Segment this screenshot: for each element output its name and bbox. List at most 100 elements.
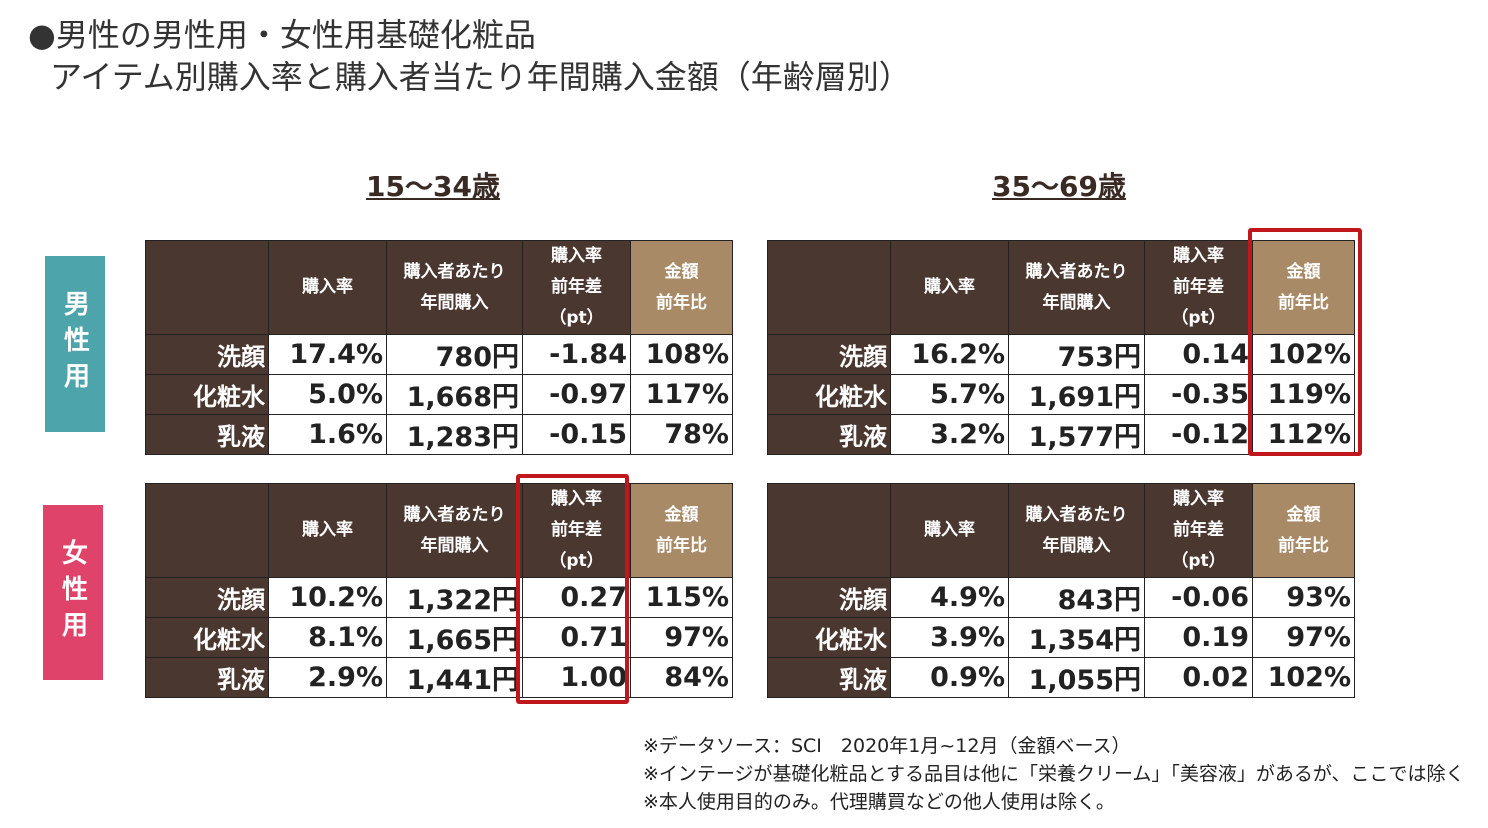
cell: 8.1%: [268, 617, 387, 658]
row-header: 化粧水: [767, 374, 891, 415]
header-row: 購入率 購入者あたり 年間購入 購入率 前年差 （pt） 金額 前年比: [767, 240, 1355, 335]
header-text: 購入者あたり: [403, 504, 506, 525]
data-row: 化粧水 3.9% 1,354円 0.19 97%: [767, 617, 1355, 658]
highlight-box: [516, 474, 629, 704]
header-text: 前年比: [656, 292, 707, 313]
header-text: （pt）: [549, 308, 604, 328]
header-row: 購入率 購入者あたり 年間購入 購入率 前年差 （pt） 金額 前年比: [145, 483, 733, 578]
header-cell: 購入率: [268, 240, 387, 335]
row-header: 乳液: [145, 414, 269, 455]
cell: 97%: [1252, 617, 1355, 658]
header-cell: 金額 前年比: [1252, 483, 1355, 578]
cell: 112%: [1252, 414, 1355, 455]
header-row: 購入率 購入者あたり 年間購入 購入率 前年差 （pt） 金額 前年比: [767, 483, 1355, 578]
side-label: 男性用: [45, 256, 105, 432]
header-cell: 購入率 前年差 （pt）: [522, 240, 631, 335]
cell: -1.84: [522, 334, 631, 375]
header-cell: 購入率: [890, 240, 1009, 335]
data-table: 購入率 購入者あたり 年間購入 購入率 前年差 （pt） 金額 前年比 洗顔 10.2% 1,322…: [145, 483, 733, 698]
header-text: 購入率: [1173, 246, 1224, 266]
row-header: 乳液: [767, 657, 891, 698]
data-row: 洗顔 17.4% 780円 -1.84 108%: [145, 334, 733, 375]
cell: -0.35: [1144, 374, 1253, 415]
header-text: 年間購入: [1042, 292, 1111, 313]
header-row: 購入率 購入者あたり 年間購入 購入率 前年差 （pt） 金額 前年比: [145, 240, 733, 335]
row-header: 化粧水: [145, 374, 269, 415]
header-text: 購入率: [924, 520, 975, 540]
cell: 1,322円: [386, 577, 523, 618]
header-text: 購入率: [551, 489, 602, 509]
header-cell: 金額 前年比: [630, 240, 733, 335]
row-header: 洗顔: [767, 334, 891, 375]
cell: 1,055円: [1008, 657, 1145, 698]
note: ※インテージが基礎化粧品とする品目は他に「栄養クリーム」「美容液」があるが、ここ…: [643, 763, 1465, 785]
header-cell: [767, 240, 891, 335]
cell: 1,283円: [386, 414, 523, 455]
cell: 4.9%: [890, 577, 1009, 618]
cell: 0.71: [522, 617, 631, 658]
cell: 3.2%: [890, 414, 1009, 455]
cell: 84%: [630, 657, 733, 698]
header-text: 購入率: [1173, 489, 1224, 509]
data-row: 洗顔 10.2% 1,322円 0.27 115%: [145, 577, 733, 618]
notes: ※データソース：SCI 2020年1月~12月（金額ベース） ※インテージが基礎…: [643, 732, 1465, 816]
data-row: 乳液 0.9% 1,055円 0.02 102%: [767, 657, 1355, 698]
cell: 5.0%: [268, 374, 387, 415]
cell: 1,354円: [1008, 617, 1145, 658]
cell: -0.06: [1144, 577, 1253, 618]
cell: 5.7%: [890, 374, 1009, 415]
header-text: 年間購入: [1042, 535, 1111, 556]
cell: 16.2%: [890, 334, 1009, 375]
header-text: 購入率: [302, 520, 353, 540]
cell: 119%: [1252, 374, 1355, 415]
header-text: 購入率: [924, 277, 975, 297]
cell: 0.02: [1144, 657, 1253, 698]
header-text: （pt）: [549, 551, 604, 571]
cell: 1,668円: [386, 374, 523, 415]
header-text: （pt）: [1171, 551, 1226, 571]
header-text: 購入者あたり: [1025, 261, 1128, 282]
row-header: 洗顔: [145, 334, 269, 375]
cell: 10.2%: [268, 577, 387, 618]
cell: 117%: [630, 374, 733, 415]
header-text: 年間購入: [420, 292, 489, 313]
title-line: アイテム別購入率と購入者当たり年間購入金額（年齢層別）: [50, 58, 911, 96]
header-cell: [145, 483, 269, 578]
header-text: 金額: [1286, 261, 1321, 282]
data-row: 乳液 1.6% 1,283円 -0.15 78%: [145, 414, 733, 455]
header-cell: 購入率: [890, 483, 1009, 578]
cell: -0.15: [522, 414, 631, 455]
cell: 1.6%: [268, 414, 387, 455]
cell: -0.12: [1144, 414, 1253, 455]
header-cell: 購入者あたり 年間購入: [386, 240, 523, 335]
cell: 93%: [1252, 577, 1355, 618]
data-row: 乳液 3.2% 1,577円 -0.12 112%: [767, 414, 1355, 455]
data-row: 洗顔 4.9% 843円 -0.06 93%: [767, 577, 1355, 618]
cell: 78%: [630, 414, 733, 455]
header-text: 前年差: [1173, 520, 1224, 540]
cell: 0.19: [1144, 617, 1253, 658]
header-text: 購入者あたり: [1025, 504, 1128, 525]
note: ※本人使用目的のみ。代理購買などの他人使用は除く。: [643, 791, 1115, 813]
header-text: 金額: [664, 504, 699, 525]
header-cell: 購入者あたり 年間購入: [386, 483, 523, 578]
cell: 3.9%: [890, 617, 1009, 658]
cell: 97%: [630, 617, 733, 658]
row-header: 洗顔: [145, 577, 269, 618]
data-row: 化粧水 5.0% 1,668円 -0.97 117%: [145, 374, 733, 415]
header-cell: 購入率 前年差 （pt）: [1144, 240, 1253, 335]
row-header: 乳液: [145, 657, 269, 698]
header-cell: [145, 240, 269, 335]
header-text: 年間購入: [420, 535, 489, 556]
header-text: 購入者あたり: [403, 261, 506, 282]
cell: 1,577円: [1008, 414, 1145, 455]
cell: 115%: [630, 577, 733, 618]
header-cell: 金額 前年比: [630, 483, 733, 578]
age-heading: 15～34歳: [366, 170, 500, 203]
data-row: 化粧水 5.7% 1,691円 -0.35 119%: [767, 374, 1355, 415]
title: ●男性の男性用・女性用基礎化粧品 アイテム別購入率と購入者当たり年間購入金額（年…: [28, 14, 911, 98]
row-header: 乳液: [767, 414, 891, 455]
header-cell: 購入者あたり 年間購入: [1008, 240, 1145, 335]
data-table: 購入率 購入者あたり 年間購入 購入率 前年差 （pt） 金額 前年比 洗顔 17.4% 780円 -…: [145, 240, 733, 455]
row-header: 化粧水: [145, 617, 269, 658]
